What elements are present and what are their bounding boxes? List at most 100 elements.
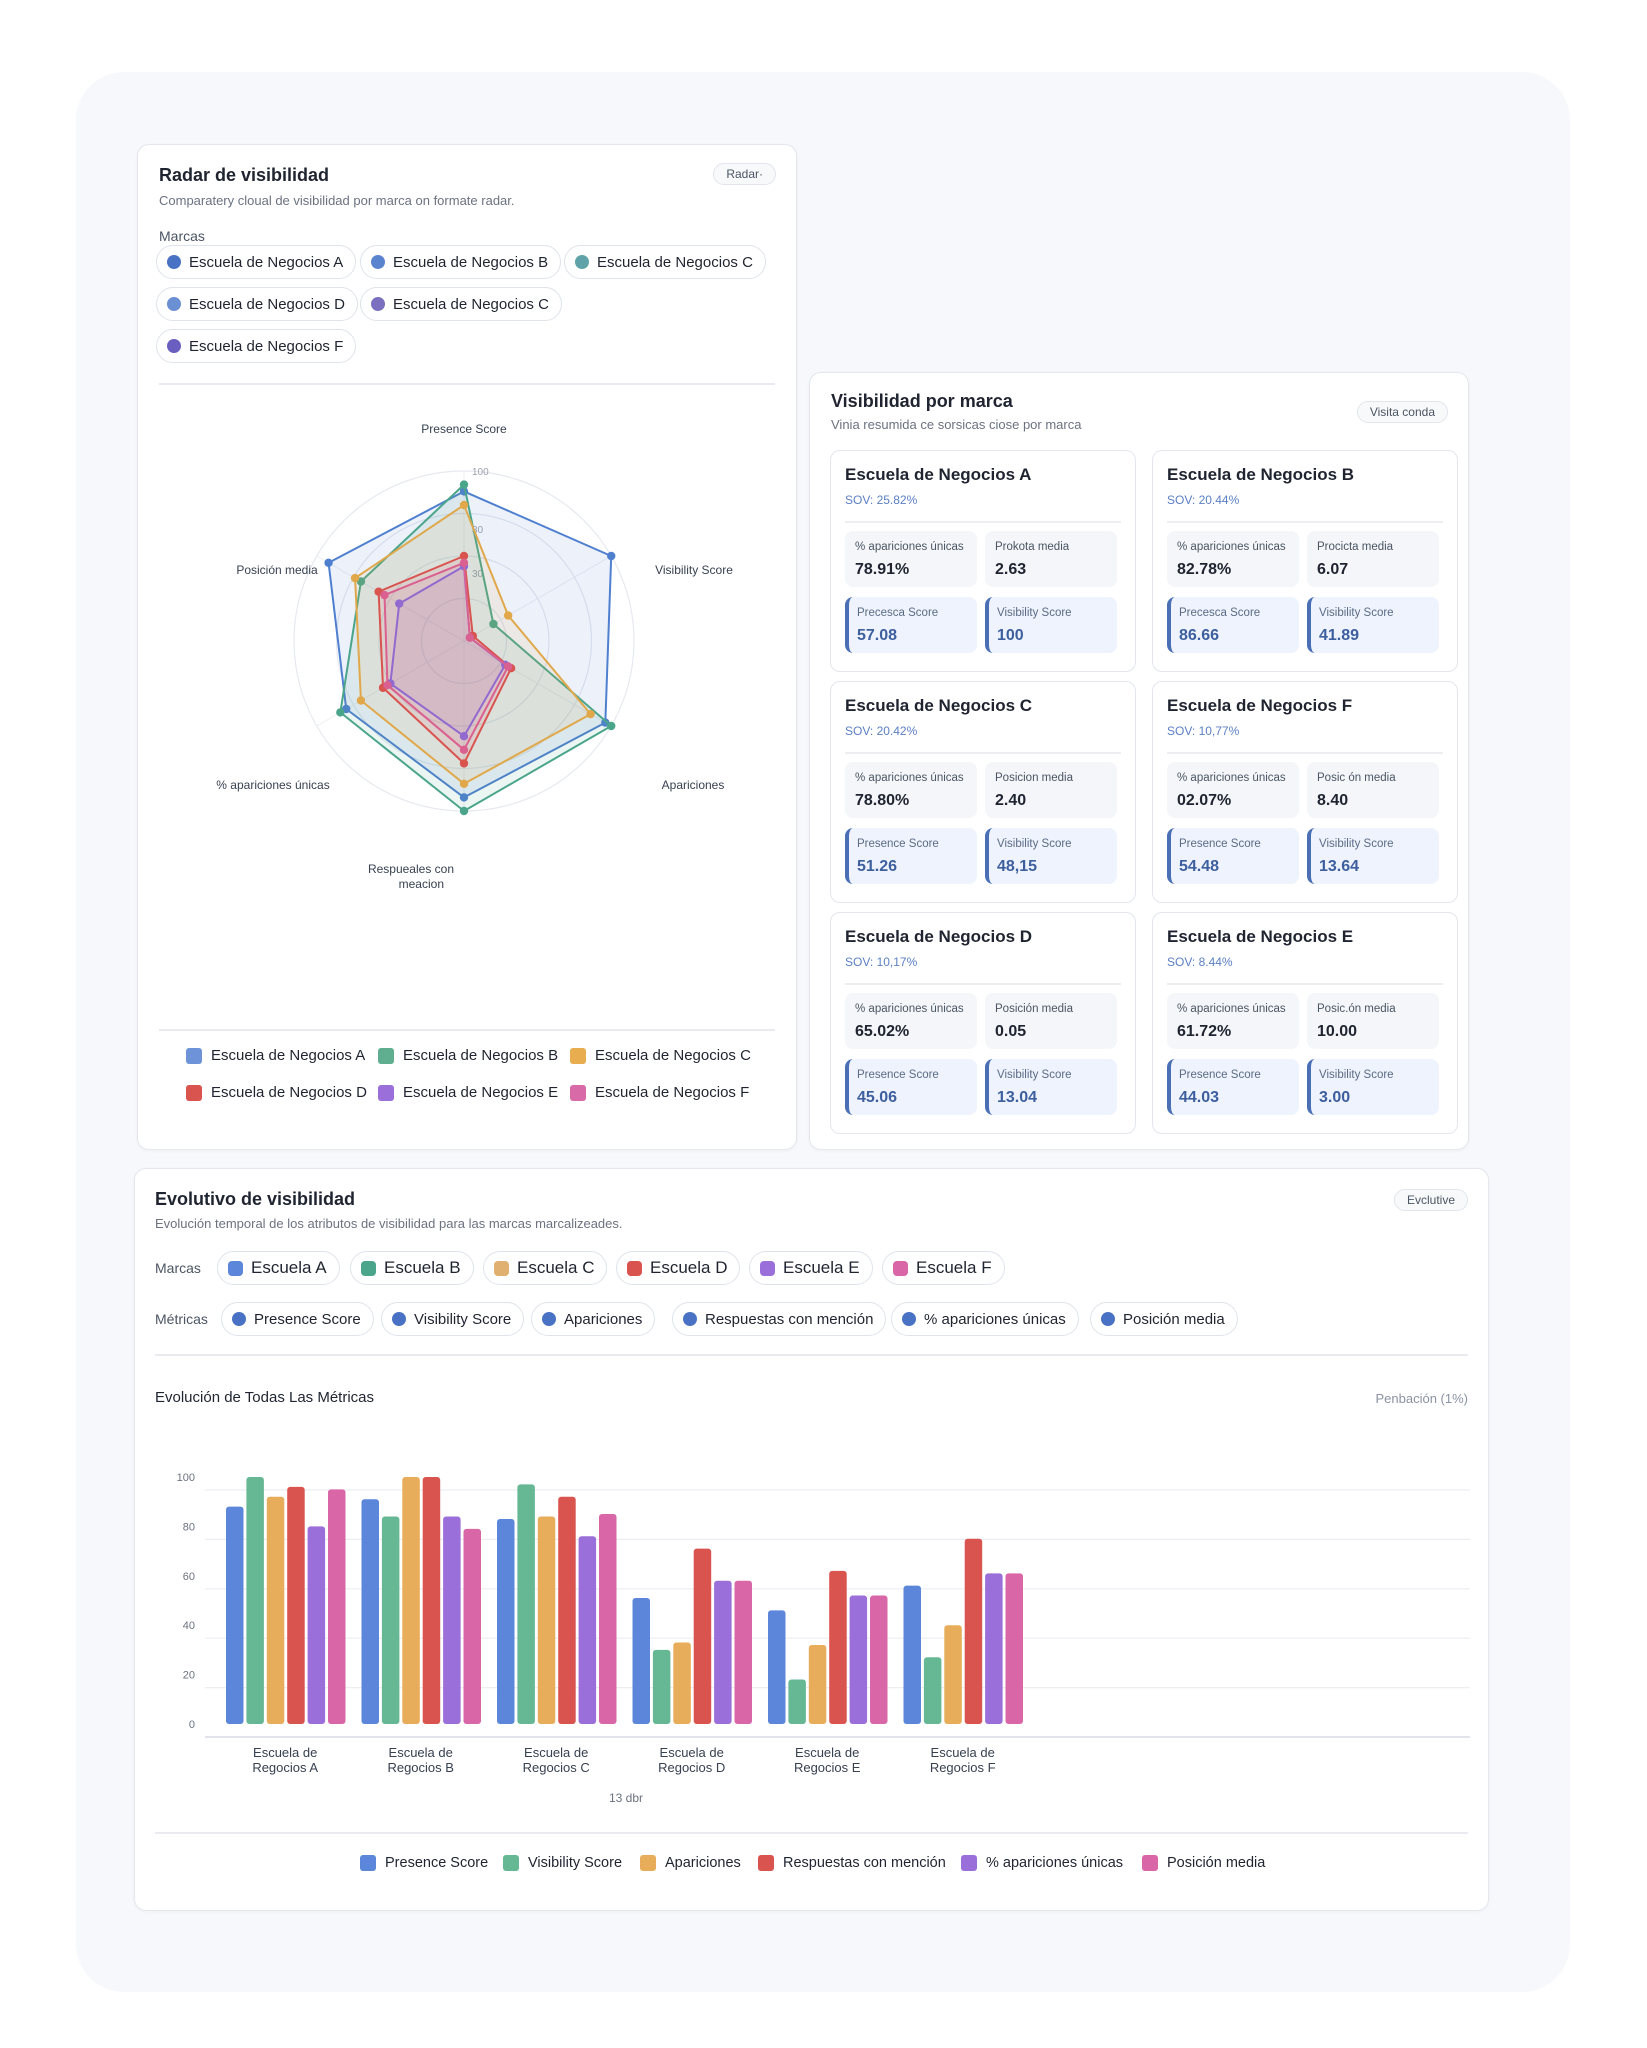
evolutivo-metric-chip-label: Presence Score [254, 1310, 361, 1328]
metric-label: % apariciones únicas [855, 772, 964, 784]
bar [537, 1516, 556, 1724]
legend-swatch [186, 1047, 202, 1064]
evolutivo-brand-chip[interactable]: Escuela C [483, 1251, 608, 1285]
bar [964, 1538, 983, 1724]
radar-legend-item: Escuela de Negocios F [570, 1084, 749, 1101]
legend-swatch [961, 1855, 977, 1871]
metric-label: Presence Score [857, 1069, 939, 1081]
metric-value: 78.91% [855, 561, 910, 578]
metric-value: 2.63 [995, 561, 1027, 578]
radar-tick-label: 30 [472, 569, 484, 580]
bar-legend-label: Visibility Score [528, 1855, 623, 1871]
bar [463, 1528, 481, 1724]
radar-series-point [459, 793, 469, 802]
radar-series-point [459, 558, 469, 567]
metric-label: Visibility Score [1319, 607, 1394, 619]
radar-axis-line [463, 555, 612, 642]
brand-color-dot [167, 297, 181, 311]
metric-value: 45.06 [857, 1089, 898, 1106]
bar-x-axis-label: 13 dbr [609, 1791, 643, 1805]
evolutivo-metric-chip[interactable]: Respuestas con mención [672, 1302, 887, 1336]
radar-series-point [356, 696, 366, 705]
brand-color-dot [371, 297, 385, 311]
metric-value: 54.48 [1179, 858, 1220, 875]
radar-series-point [607, 721, 616, 731]
evolutivo-brand-chip[interactable]: Escuela A [217, 1251, 340, 1285]
bar [734, 1580, 752, 1724]
radar-axis-label: % apariciones únicas [216, 778, 329, 792]
legend-swatch [640, 1855, 656, 1871]
evolutivo-metric-chip[interactable]: Apariciones [531, 1302, 656, 1336]
metric-tile: Prokota media 2.63 [985, 531, 1117, 587]
radar-legend-item: Escuela de Negocios E [378, 1084, 558, 1101]
evolutivo-metric-chip[interactable]: Posición media [1090, 1302, 1238, 1336]
radar-brand-chip[interactable]: Escuela de Negocios C [564, 245, 766, 279]
evolutivo-metric-chip[interactable]: Visibility Score [381, 1302, 525, 1336]
evolutivo-brand-chip[interactable]: Escuela D [616, 1251, 741, 1285]
metric-value: 6.07 [1317, 561, 1349, 578]
radar-card-title: Radar de visibilidad [159, 165, 330, 185]
radar-bottom-divider [159, 1029, 775, 1031]
evolutivo-brand-chip[interactable]: Escuela F [882, 1251, 1005, 1285]
bar [944, 1625, 962, 1724]
legend-swatch [758, 1855, 774, 1871]
bar-legend-item: Visibility Score [503, 1855, 622, 1871]
evolutivo-metric-chip[interactable]: % apariciones únicas [891, 1302, 1079, 1336]
metric-tile: Presence Score 51.26 [845, 828, 977, 884]
evolutivo-brand-chip-label: Escuela B [384, 1258, 461, 1277]
metric-tile: % apariciones únicas 61.72% [1167, 993, 1299, 1049]
metric-tile: % apariciones únicas 82.78% [1167, 531, 1299, 587]
radar-series-point [459, 779, 469, 788]
evolutivo-metric-chip-label: Posición media [1123, 1310, 1225, 1328]
bar-category-label: Escuela de [931, 1745, 995, 1760]
brand-card-name: Escuela de Negocios F [1167, 696, 1353, 715]
bar-category-label: Escuela de [524, 1745, 588, 1760]
radar-series-point [459, 759, 469, 768]
metric-color-dot [1101, 1312, 1115, 1326]
metric-tile: Posicion media 2.40 [985, 762, 1117, 818]
evolutivo-brand-chip[interactable]: Escuela B [350, 1251, 474, 1285]
radar-axis-label: Posición media [236, 563, 318, 577]
bar-chart-title: Evolución de Todas Las Métricas [155, 1389, 375, 1406]
radar-brand-chip[interactable]: Escuela de Negocios C [360, 287, 562, 321]
bar [632, 1598, 650, 1724]
radar-axis-label: Respueales con [368, 862, 454, 876]
brand-card: Escuela de Negocios F SOV: 10,77% % aparic… [1152, 681, 1458, 903]
radar-brand-chip[interactable]: Escuela de Negocios A [156, 245, 357, 279]
evolutivo-metric-chip-label: Respuestas con mención [705, 1310, 874, 1328]
brand-card-name: Escuela de Negocios B [1167, 465, 1355, 484]
brand-card-sov: SOV: 20.42% [845, 724, 918, 738]
radar-series-point [350, 573, 360, 583]
metric-label: % apariciones únicas [855, 541, 964, 553]
metric-value: 61.72% [1177, 1023, 1232, 1040]
radar-brand-chip[interactable]: Escuela de Negocios F [156, 329, 357, 363]
metric-label: % apariciones únicas [1177, 772, 1286, 784]
bar [1005, 1573, 1023, 1724]
radar-brand-chip[interactable]: Escuela de Negocios D [156, 287, 358, 321]
evolutivo-mode-button[interactable]: Evclutive [1393, 1189, 1468, 1211]
bar [381, 1516, 400, 1724]
radar-mode-button[interactable]: Radar· [713, 163, 776, 185]
radar-axis-label: Visibility Score [655, 563, 733, 577]
brand-card-sov: SOV: 10,17% [845, 955, 918, 969]
evolutivo-metric-chip[interactable]: Presence Score [221, 1302, 374, 1336]
bar [673, 1642, 691, 1724]
visibility-view-button[interactable]: Visita conda [1356, 401, 1448, 423]
bar-category-label: Regocios D [658, 1760, 725, 1775]
metric-label: Presence Score [1179, 838, 1261, 850]
metric-label: % apariciones únicas [1177, 541, 1286, 553]
metric-tile: Precesca Score 86.66 [1167, 597, 1299, 653]
brand-color-dot [575, 255, 589, 269]
bar-y-tick-label: 20 [183, 1670, 195, 1682]
radar-brand-chip[interactable]: Escuela de Negocios B [360, 245, 562, 279]
brand-card-sov: SOV: 25.82% [845, 493, 918, 507]
metric-color-dot [232, 1312, 246, 1326]
evolutivo-brand-chip[interactable]: Escuela E [749, 1251, 873, 1285]
brand-card: Escuela de Negocios A SOV: 25.82% % aparic… [830, 450, 1136, 672]
brand-color-dot [228, 1260, 243, 1276]
metric-value: 86.66 [1179, 627, 1220, 644]
bar-category-label: Escuela de [795, 1745, 859, 1760]
radar-series-point [586, 709, 595, 719]
brand-card-divider [1167, 521, 1443, 523]
bar [652, 1649, 671, 1724]
